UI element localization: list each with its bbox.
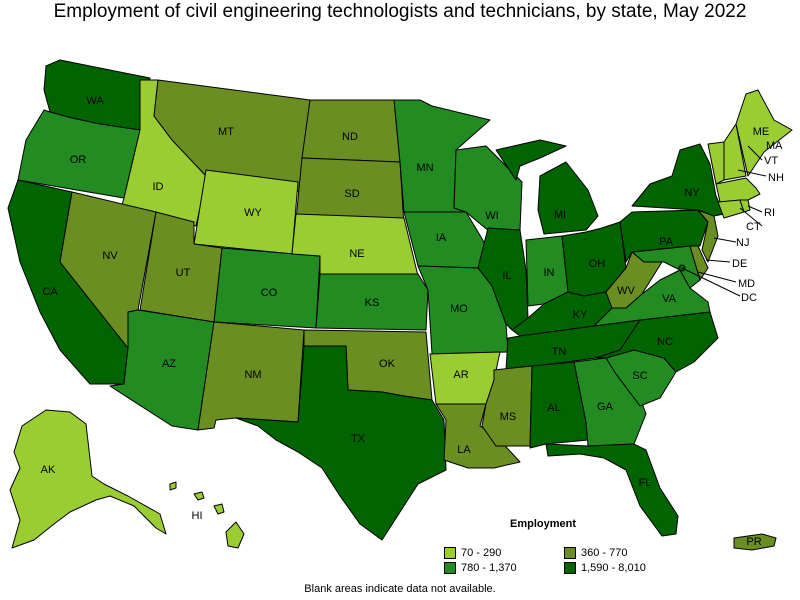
label-IA: IA (436, 232, 447, 244)
label-SC: SC (632, 370, 647, 382)
label-GA: GA (597, 401, 614, 413)
state-FL[interactable] (545, 443, 679, 537)
label-AR: AR (453, 369, 468, 381)
legend-swatch-4 (564, 562, 576, 575)
state-NM[interactable] (197, 321, 305, 431)
state-NC[interactable] (595, 311, 719, 373)
state-HI[interactable] (169, 481, 245, 549)
label-TX: TX (351, 433, 366, 445)
label-IN: IN (544, 267, 555, 279)
label-KS: KS (365, 297, 380, 309)
label-NV: NV (102, 250, 118, 262)
label-FL: FL (639, 477, 652, 489)
label-NM: NM (244, 369, 261, 381)
legend-label-1: 70 - 290 (461, 547, 502, 559)
label-MI: MI (554, 209, 566, 221)
label-MS: MS (500, 411, 517, 423)
state-RI[interactable] (739, 199, 751, 213)
state-ME[interactable] (735, 89, 793, 177)
state-LA[interactable] (435, 403, 521, 469)
label-WA: WA (86, 95, 104, 107)
label-VT: VT (764, 155, 778, 167)
label-CT: CT (746, 221, 761, 233)
label-NY: NY (684, 187, 700, 199)
label-SD: SD (344, 188, 359, 200)
state-NH[interactable] (723, 123, 747, 181)
label-CA: CA (42, 286, 58, 298)
state-PR[interactable] (733, 533, 777, 551)
label-WI: WI (485, 210, 498, 222)
state-KS[interactable] (315, 273, 429, 331)
label-UT: UT (176, 267, 191, 279)
legend-swatch-3 (444, 562, 456, 575)
label-NE: NE (349, 248, 364, 260)
label-PA: PA (659, 236, 674, 248)
state-PA[interactable] (619, 209, 709, 263)
label-ID: ID (153, 181, 164, 193)
legend-swatch-2 (564, 547, 576, 560)
legend-label-3: 780 - 1,370 (461, 562, 517, 574)
label-DE: DE (732, 258, 747, 270)
label-HI: HI (192, 510, 203, 522)
label-ME: ME (753, 126, 770, 138)
label-OH: OH (589, 258, 606, 270)
label-VA: VA (662, 293, 677, 305)
map-title: Employment of civil engineering technolo… (53, 1, 747, 22)
legend-swatch-1 (444, 547, 456, 560)
label-TN: TN (552, 346, 567, 358)
state-WV[interactable] (605, 251, 663, 309)
label-PR: PR (746, 536, 761, 548)
legend-item-2: 360 - 770 (564, 547, 628, 560)
label-AL: AL (547, 402, 560, 414)
state-TX[interactable] (235, 345, 447, 541)
label-NJ: NJ (736, 237, 749, 249)
label-CO: CO (261, 287, 278, 299)
label-WY: WY (244, 207, 262, 219)
legend-item-1: 70 - 290 (444, 547, 502, 560)
label-leader-lines (681, 145, 767, 297)
state-CT[interactable] (717, 199, 745, 219)
label-AK: AK (41, 464, 56, 476)
state-AK[interactable] (9, 409, 167, 549)
legend-title: Employment (510, 518, 577, 530)
label-MD: MD (738, 278, 755, 290)
label-MT: MT (218, 126, 234, 138)
label-NC: NC (657, 336, 673, 348)
label-RI: RI (764, 207, 775, 219)
label-MO: MO (450, 303, 468, 315)
label-LA: LA (457, 444, 471, 456)
label-OR: OR (70, 154, 87, 166)
label-NH: NH (768, 172, 784, 184)
label-MN: MN (416, 162, 433, 174)
legend-label-4: 1,590 - 8,010 (581, 562, 646, 574)
label-DC: DC (741, 292, 757, 304)
label-MA: MA (766, 140, 783, 152)
footnote: Blank areas indicate data not available. (304, 583, 496, 595)
legend-item-4: 1,590 - 8,010 (564, 562, 646, 575)
legend-label-2: 360 - 770 (581, 547, 628, 559)
legend-item-3: 780 - 1,370 (444, 562, 517, 575)
state-MI[interactable] (495, 139, 599, 235)
label-KY: KY (573, 309, 588, 321)
state-MA[interactable] (715, 177, 761, 203)
label-ND: ND (342, 131, 358, 143)
state-NY[interactable] (631, 143, 725, 217)
label-OK: OK (379, 358, 396, 370)
label-IL: IL (502, 270, 511, 282)
label-WV: WV (617, 285, 635, 297)
label-AZ: AZ (162, 358, 176, 370)
